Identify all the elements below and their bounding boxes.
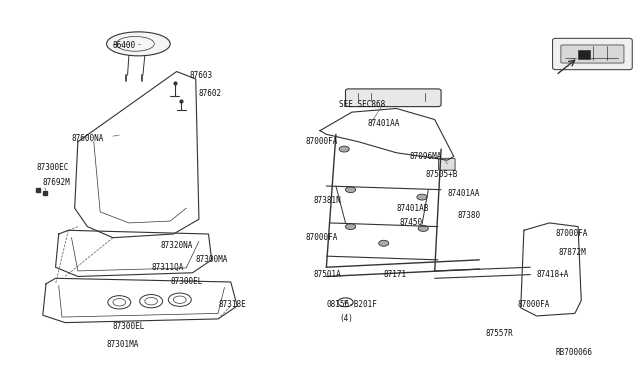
Text: 87501A: 87501A bbox=[314, 270, 341, 279]
Text: 87692M: 87692M bbox=[43, 178, 70, 187]
Circle shape bbox=[379, 240, 389, 246]
Text: 87318E: 87318E bbox=[218, 300, 246, 309]
FancyBboxPatch shape bbox=[561, 45, 624, 63]
Text: 87300EC: 87300EC bbox=[36, 163, 69, 172]
Text: 87171: 87171 bbox=[384, 270, 407, 279]
Text: 87600NA: 87600NA bbox=[72, 134, 104, 142]
Text: 87381N: 87381N bbox=[314, 196, 341, 205]
Text: 87000FA: 87000FA bbox=[306, 137, 339, 146]
Text: 87311QA: 87311QA bbox=[151, 263, 184, 272]
Text: 87320NA: 87320NA bbox=[161, 241, 193, 250]
Text: SEE SEC868: SEE SEC868 bbox=[339, 100, 385, 109]
Circle shape bbox=[346, 187, 356, 193]
Text: 87401AA: 87401AA bbox=[447, 189, 480, 198]
Text: 87557R: 87557R bbox=[486, 329, 513, 338]
Text: 87505+B: 87505+B bbox=[425, 170, 458, 179]
Text: 87000FA: 87000FA bbox=[556, 230, 588, 238]
Circle shape bbox=[417, 194, 427, 200]
FancyBboxPatch shape bbox=[552, 38, 632, 70]
Text: 87602: 87602 bbox=[199, 89, 222, 98]
Text: 87401AA: 87401AA bbox=[368, 119, 400, 128]
Circle shape bbox=[418, 225, 428, 231]
Text: 87301MA: 87301MA bbox=[106, 340, 139, 349]
Text: 87450: 87450 bbox=[399, 218, 423, 227]
Circle shape bbox=[339, 146, 349, 152]
Text: B: B bbox=[344, 300, 348, 305]
Text: 87000FA: 87000FA bbox=[306, 233, 339, 242]
FancyBboxPatch shape bbox=[346, 89, 441, 107]
Text: 87380: 87380 bbox=[457, 211, 480, 220]
Text: 08156-B201F: 08156-B201F bbox=[326, 300, 377, 309]
Text: 87401AB: 87401AB bbox=[396, 203, 429, 213]
Text: 87300EL: 87300EL bbox=[113, 322, 145, 331]
Text: 86400: 86400 bbox=[113, 41, 136, 50]
Text: 87096MA: 87096MA bbox=[409, 152, 442, 161]
Text: RB700066: RB700066 bbox=[556, 348, 593, 357]
FancyBboxPatch shape bbox=[438, 158, 455, 170]
Text: 87872M: 87872M bbox=[559, 248, 587, 257]
Ellipse shape bbox=[106, 32, 170, 56]
Circle shape bbox=[346, 224, 356, 230]
Text: 87300EL: 87300EL bbox=[170, 278, 203, 286]
Text: 87418+A: 87418+A bbox=[537, 270, 569, 279]
Bar bbox=[578, 50, 589, 60]
Text: 87000FA: 87000FA bbox=[518, 300, 550, 309]
Text: 87300MA: 87300MA bbox=[196, 255, 228, 264]
Text: (4): (4) bbox=[339, 314, 353, 323]
Text: 87603: 87603 bbox=[189, 71, 212, 80]
